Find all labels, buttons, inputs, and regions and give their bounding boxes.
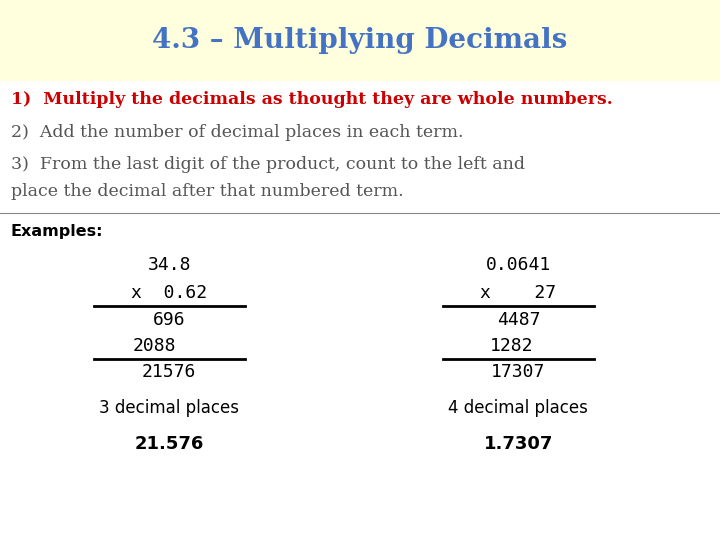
Text: place the decimal after that numbered term.: place the decimal after that numbered te…: [11, 183, 403, 200]
Text: 0.0641: 0.0641: [486, 255, 551, 274]
Text: 2088: 2088: [133, 336, 176, 355]
Text: 3)  From the last digit of the product, count to the left and: 3) From the last digit of the product, c…: [11, 156, 525, 173]
Text: 34.8: 34.8: [148, 255, 191, 274]
Text: 1.7307: 1.7307: [484, 435, 553, 453]
Text: 4 decimal places: 4 decimal places: [449, 399, 588, 417]
Text: 2)  Add the number of decimal places in each term.: 2) Add the number of decimal places in e…: [11, 124, 463, 141]
Text: 4.3 – Multiplying Decimals: 4.3 – Multiplying Decimals: [153, 27, 567, 54]
Text: 21.576: 21.576: [135, 435, 204, 453]
Text: 17307: 17307: [491, 362, 546, 381]
Text: x    27: x 27: [480, 284, 557, 302]
Text: 1282: 1282: [490, 336, 533, 355]
FancyBboxPatch shape: [0, 81, 720, 540]
Text: 4487: 4487: [497, 310, 540, 329]
Text: Examples:: Examples:: [11, 224, 103, 239]
Text: 1)  Multiply the decimals as thought they are whole numbers.: 1) Multiply the decimals as thought they…: [11, 91, 613, 109]
Text: 696: 696: [153, 310, 186, 329]
Text: x  0.62: x 0.62: [131, 284, 207, 302]
Text: 3 decimal places: 3 decimal places: [99, 399, 239, 417]
Text: 21576: 21576: [142, 362, 197, 381]
